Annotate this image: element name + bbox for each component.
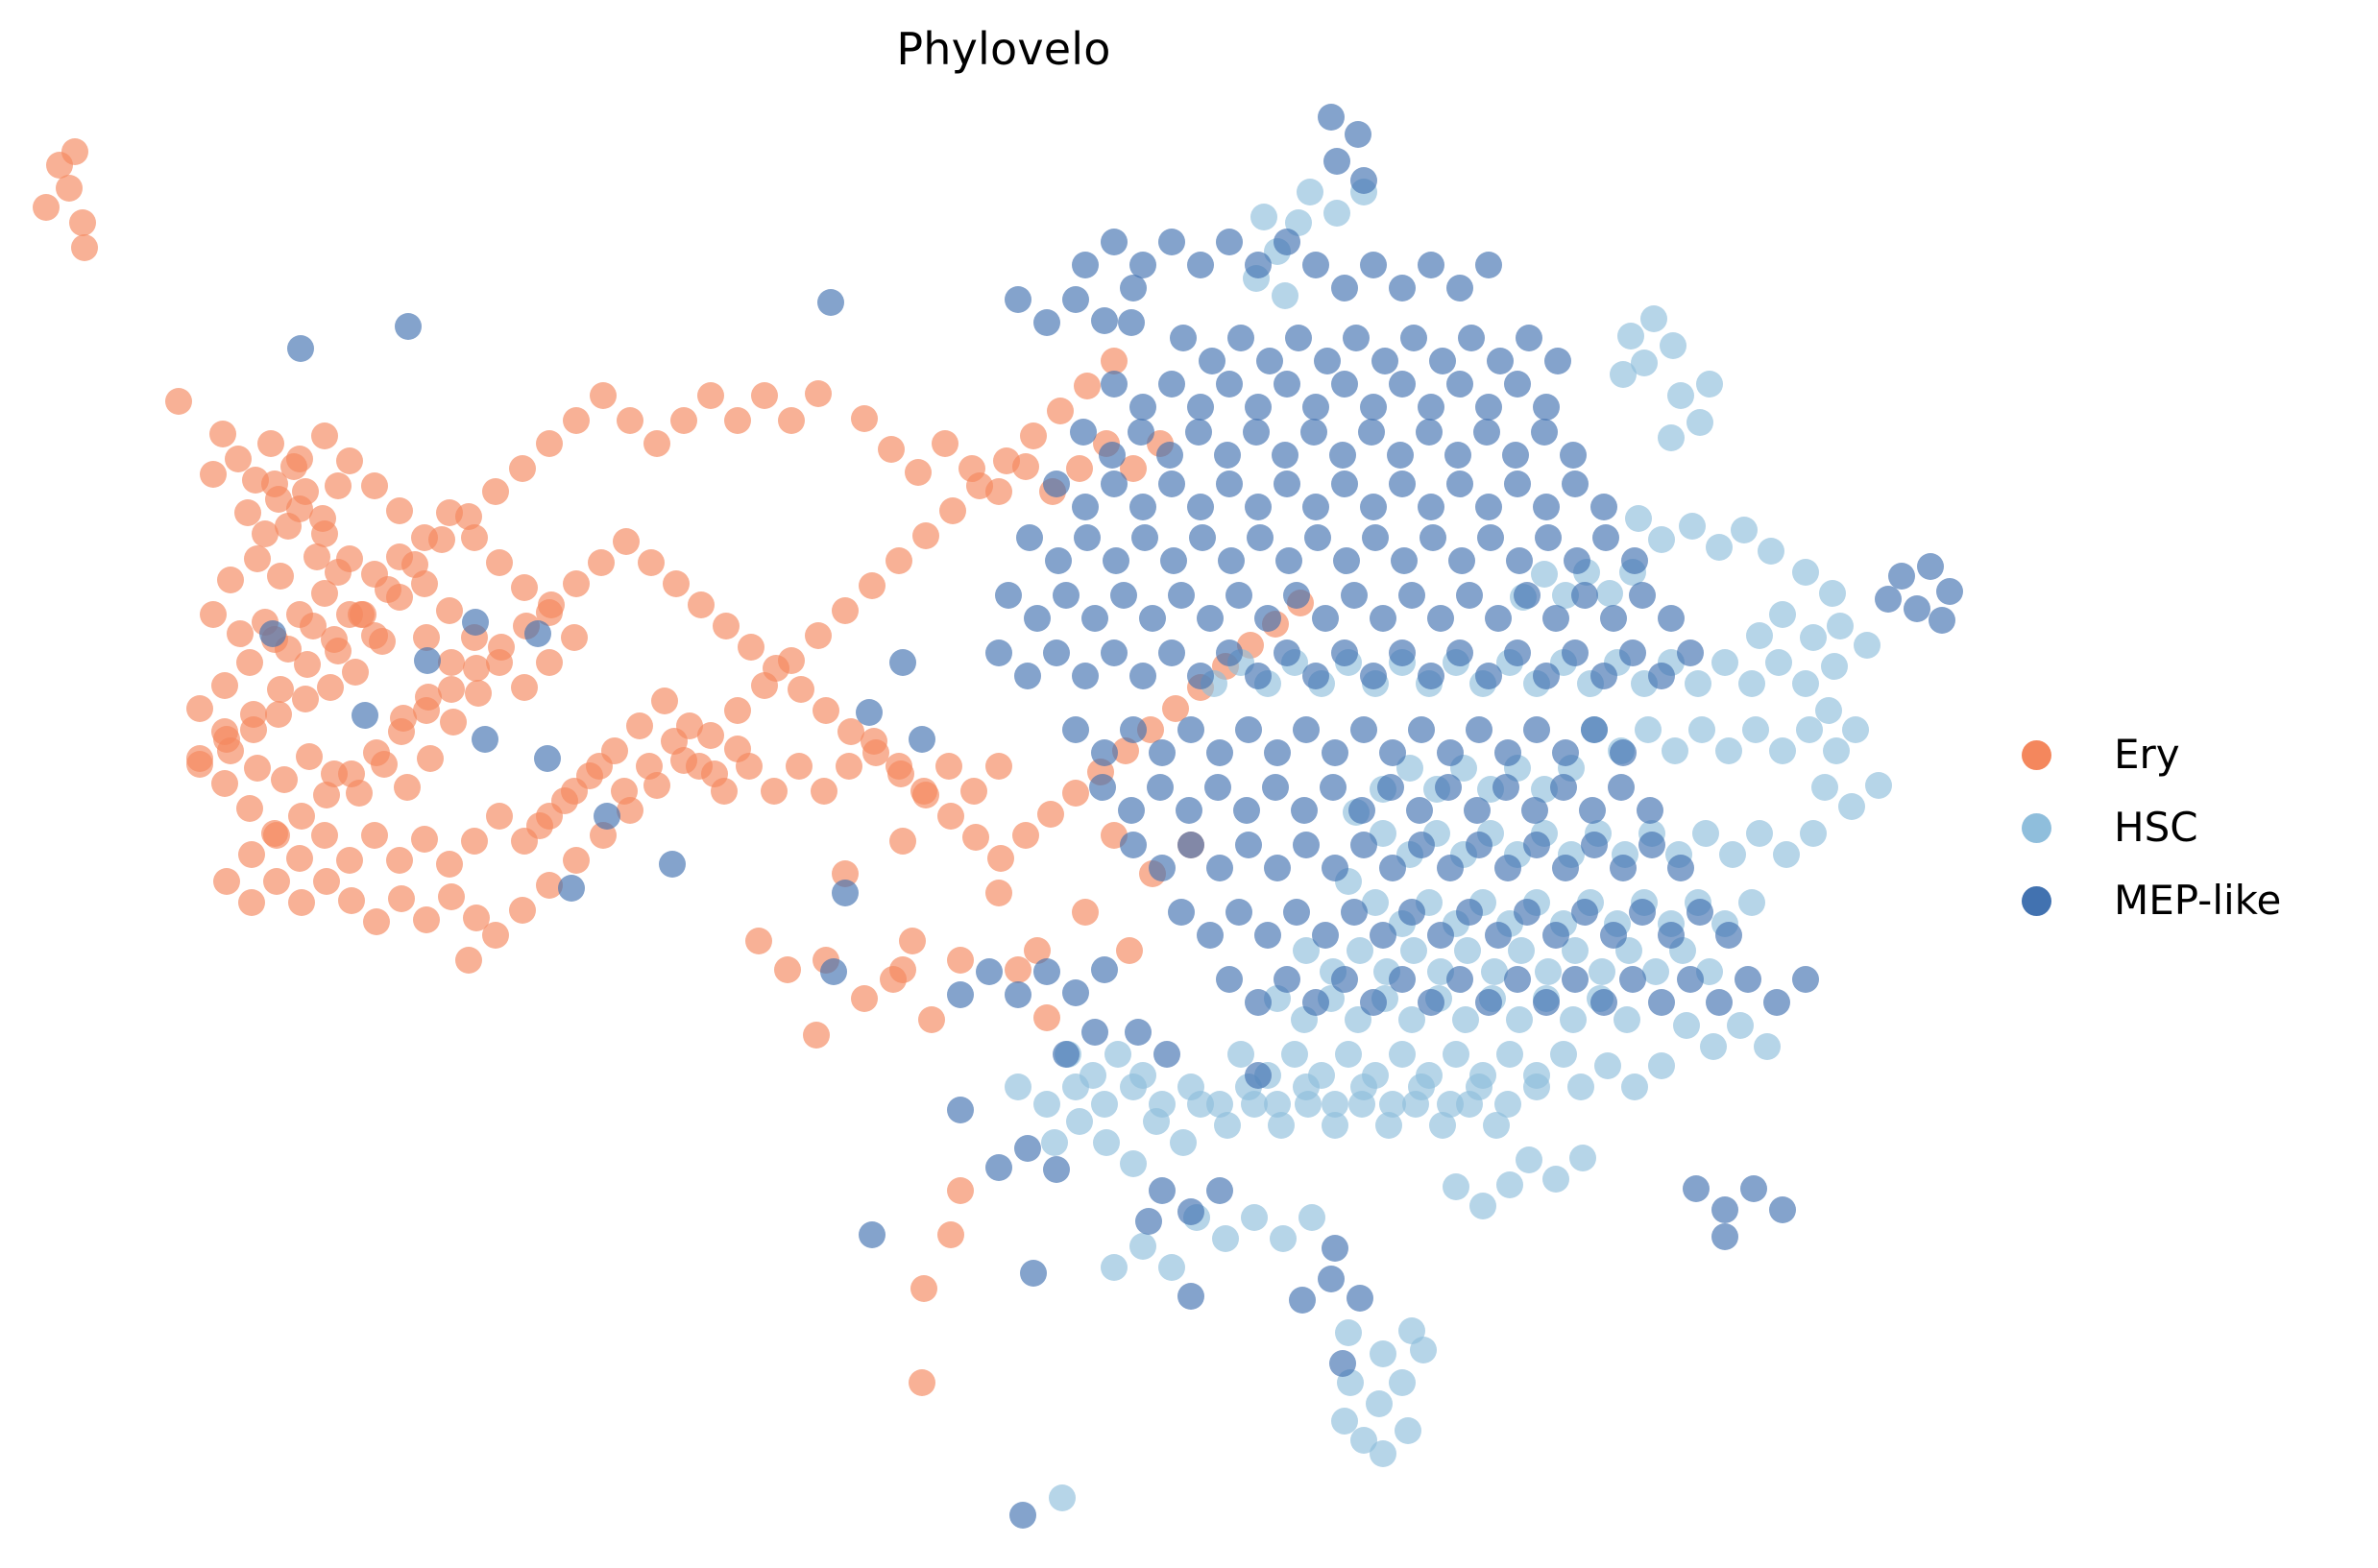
legend-label-hsc: HSC — [2114, 804, 2198, 851]
legend-label-mep-like: MEP-like — [2114, 877, 2282, 924]
legend-item-ery[interactable]: Ery — [2015, 718, 2180, 791]
legend-swatch-mep-like-icon — [2022, 885, 2051, 916]
legend-item-hsc[interactable]: HSC — [2015, 791, 2198, 864]
scatter-series-ery — [33, 138, 1314, 1396]
legend-swatch-hsc-icon — [2022, 812, 2051, 843]
plot-area — [33, 104, 1963, 1529]
scatter-points-canvas — [33, 104, 1963, 1529]
legend: Ery HSC MEP-like — [2015, 718, 2361, 925]
scatter-series-hsc — [1005, 179, 1892, 1511]
page-title: Phylovelo — [896, 23, 1111, 75]
legend-item-mep-like[interactable]: MEP-like — [2015, 864, 2281, 937]
legend-swatch-ery-icon — [2022, 739, 2051, 770]
scatter-series-mep-like — [259, 104, 1963, 1529]
legend-label-ery: Ery — [2114, 731, 2180, 778]
